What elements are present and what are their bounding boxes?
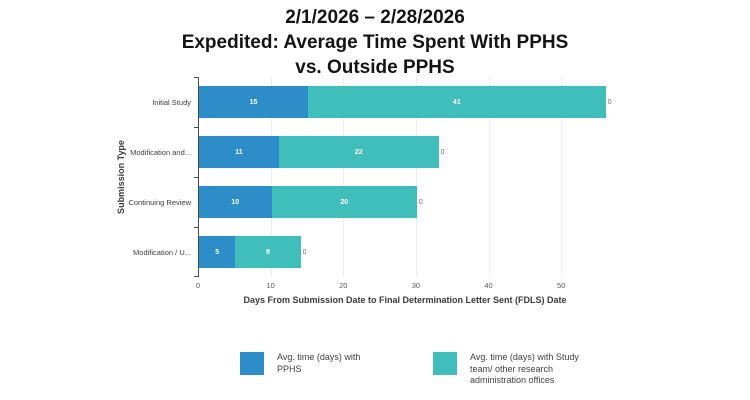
category-label: Initial Study xyxy=(152,97,191,107)
y-axis-tick xyxy=(194,276,198,277)
chart-title-line-2: Expedited: Average Time Spent With PPHS xyxy=(181,32,569,53)
bar-segment-series-1[interactable]: 22 xyxy=(278,136,439,168)
x-tick-label-40: 40 xyxy=(484,281,493,290)
bar-row: Modification and... 11 22 0 xyxy=(130,127,612,177)
chart-title-line-3: vs. Outside PPHS xyxy=(295,57,455,78)
bar-row: Continuing Review 10 20 0 xyxy=(128,177,612,227)
legend-swatch-icon xyxy=(433,352,457,375)
category-label: Modification / U... xyxy=(133,247,191,257)
stacked-bar: 10 20 0 xyxy=(199,186,423,218)
x-tick-label-10: 10 xyxy=(266,281,275,290)
y-axis-tick xyxy=(194,177,198,178)
y-axis-tick xyxy=(194,77,198,78)
bar-segment-series-1[interactable]: 41 xyxy=(307,86,606,118)
value-label: 5 xyxy=(215,248,220,256)
gridline-x-30 xyxy=(415,77,417,277)
bar-end-label: 0 xyxy=(440,148,445,156)
value-label: 9 xyxy=(266,248,270,256)
gridline-x-50 xyxy=(561,77,563,277)
value-label: 20 xyxy=(340,198,349,206)
legend-label: Avg. time (days) with PPHS xyxy=(277,352,361,374)
chart-title: 2/1/2026 – 2/28/2026 Expedited: Average … xyxy=(0,5,750,80)
value-label: 22 xyxy=(354,148,363,156)
chart-title-line-1: 2/1/2026 – 2/28/2026 xyxy=(285,7,465,28)
value-label: 15 xyxy=(249,98,258,106)
x-tick-label-20: 20 xyxy=(339,281,348,290)
legend-swatch-icon xyxy=(240,352,264,375)
plot-area: Initial Study 15 41 0 Modification and... 11 2… xyxy=(128,77,612,277)
bar-segment-series-1[interactable]: 20 xyxy=(271,186,417,218)
legend-item-series-1[interactable]: Avg. time (days) with Study team/ other … xyxy=(433,352,592,387)
legend-item-series-0[interactable]: Avg. time (days) with PPHS xyxy=(240,352,362,375)
y-axis-tick xyxy=(194,227,198,228)
stacked-bar: 5 9 0 xyxy=(199,236,307,268)
gridline-x-40 xyxy=(488,77,490,277)
y-axis-line xyxy=(198,77,199,277)
bar-segment-series-0[interactable]: 15 xyxy=(199,86,308,118)
bar-end-label: 0 xyxy=(418,198,423,206)
category-label: Modification and... xyxy=(130,147,191,157)
bar-segment-series-0[interactable]: 10 xyxy=(199,186,272,218)
x-axis-title: Days From Submission Date to Final Deter… xyxy=(243,295,567,305)
bar-segment-series-1[interactable]: 9 xyxy=(235,236,301,268)
stacked-bar: 11 22 0 xyxy=(199,136,445,168)
bar-row: Initial Study 15 41 0 xyxy=(152,77,612,127)
x-tick-label-50: 50 xyxy=(556,281,566,290)
y-axis-tick xyxy=(194,127,198,128)
gridline-x-10 xyxy=(270,77,272,277)
gridline-x-20 xyxy=(343,77,345,277)
bar-segment-series-0[interactable]: 5 xyxy=(199,236,236,268)
legend-label: Avg. time (days) with Study team/ other … xyxy=(470,352,579,385)
category-label: Continuing Review xyxy=(128,197,191,207)
legend: Avg. time (days) with PPHS Avg. time (day… xyxy=(0,352,750,392)
x-tick-label-30: 30 xyxy=(411,281,421,290)
value-label: 41 xyxy=(452,98,461,106)
bar-end-label: 0 xyxy=(302,248,307,256)
stacked-bar: 15 41 0 xyxy=(199,86,612,118)
value-label: 10 xyxy=(231,198,240,206)
bar-row: Modification / U... 5 9 0 xyxy=(133,227,612,277)
bar-end-label: 0 xyxy=(607,98,612,106)
value-label: 11 xyxy=(235,148,243,156)
bar-segment-series-0[interactable]: 11 xyxy=(199,136,279,168)
x-tick-label-0: 0 xyxy=(195,281,201,290)
